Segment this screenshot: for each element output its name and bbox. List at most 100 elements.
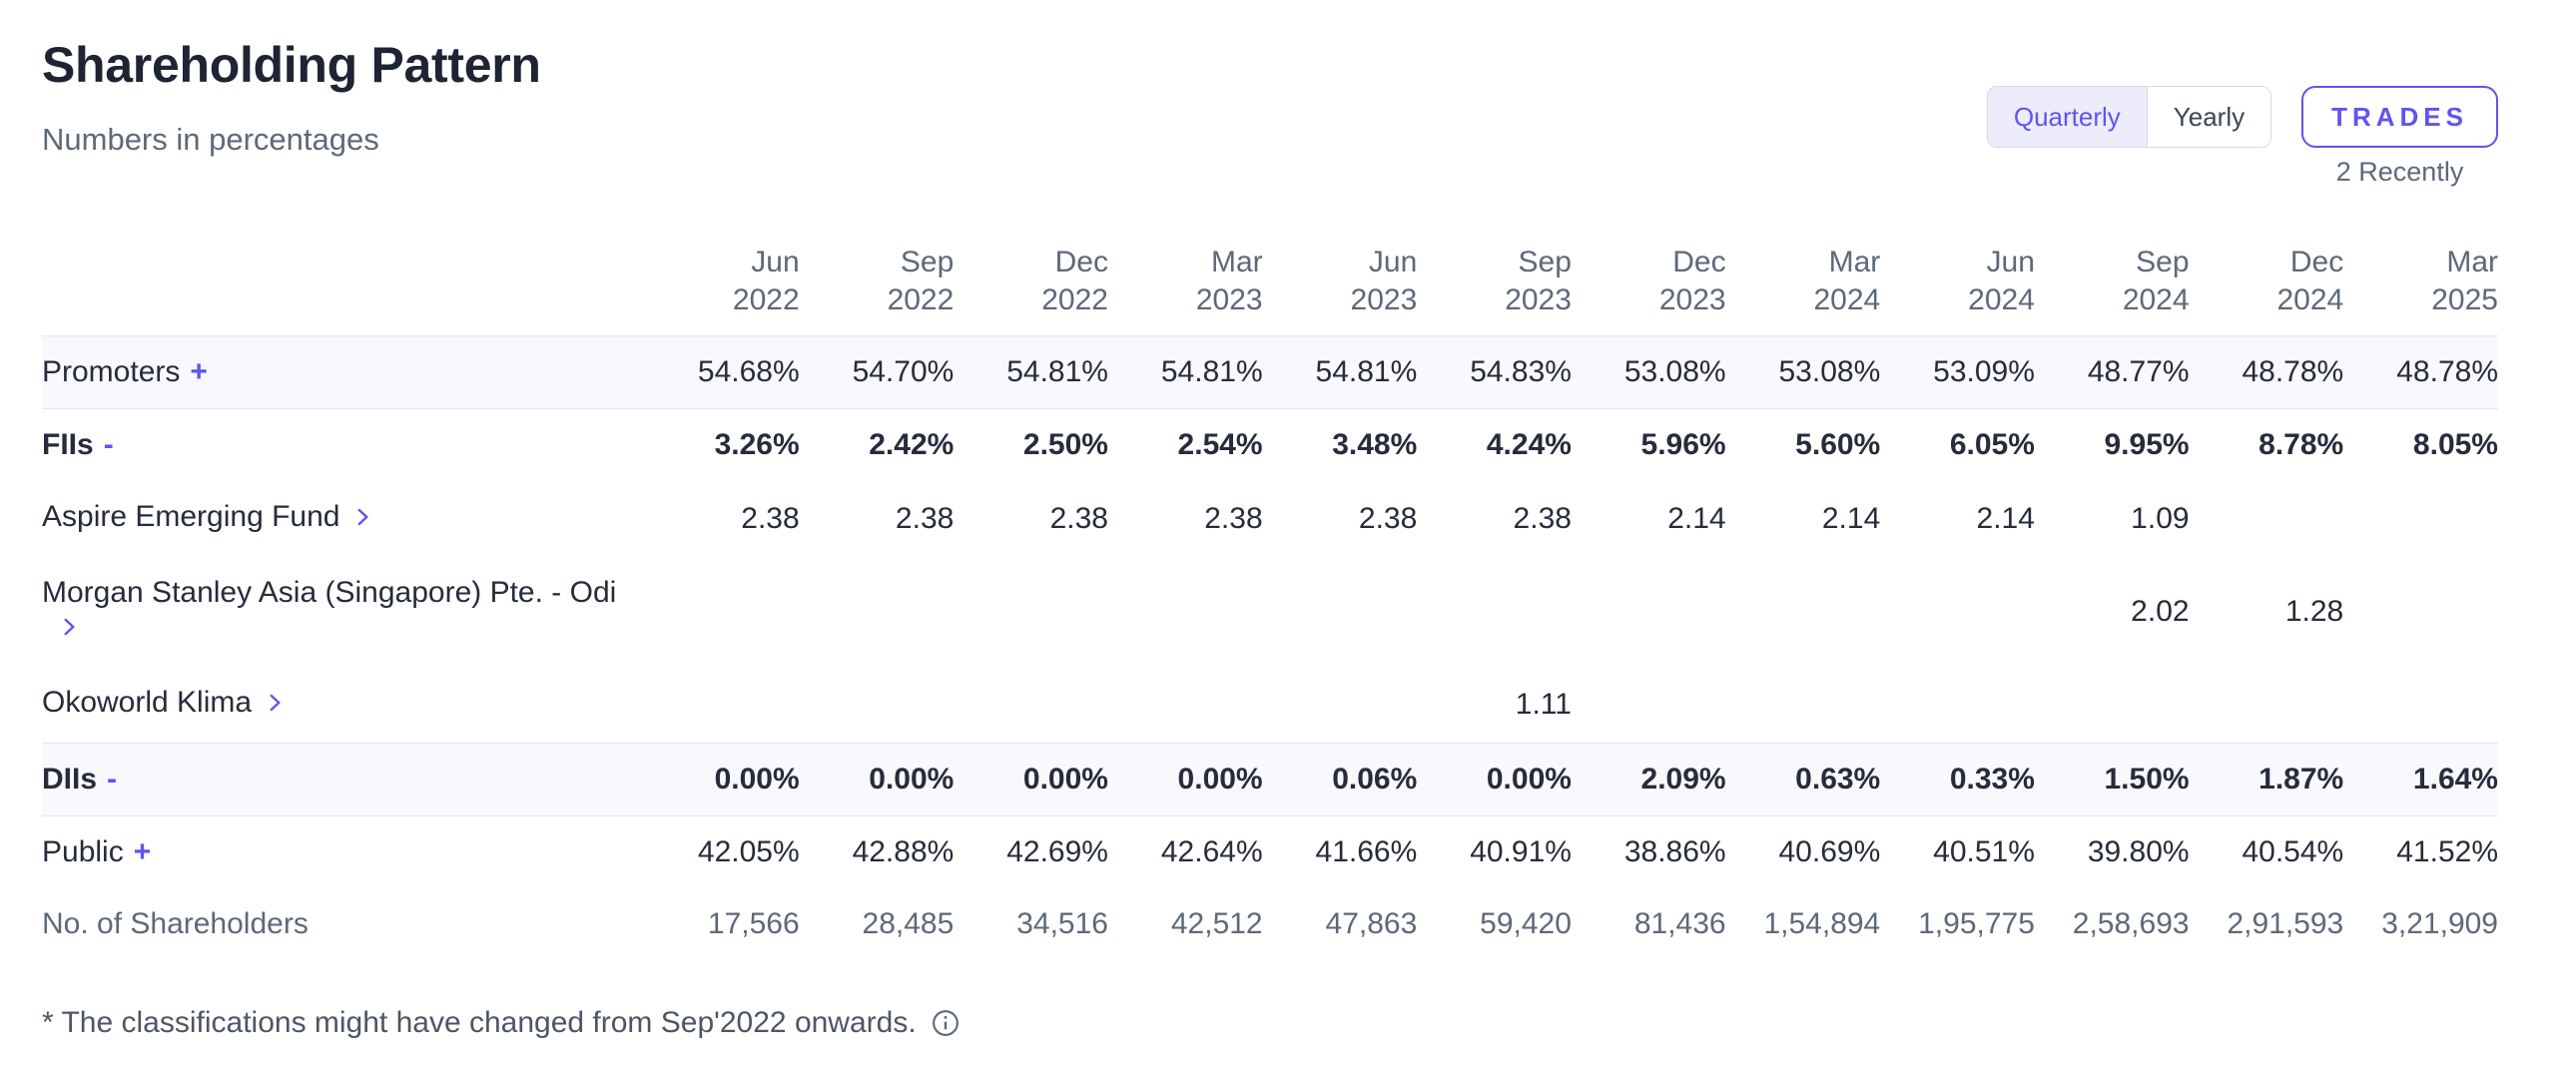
title-block: Shareholding Pattern Numbers in percenta… <box>42 36 541 158</box>
column-header-dec-2023: Dec 2023 <box>1571 244 1726 336</box>
value-cell: 48.78% <box>2396 355 2498 388</box>
value-cell <box>2343 667 2498 744</box>
value-cell: 2.50% <box>1022 428 1108 461</box>
header-controls: Quarterly Yearly TRADES 2 Recently <box>1986 86 2498 188</box>
trades-block: TRADES 2 Recently <box>2301 86 2498 188</box>
collapse-icon[interactable]: - <box>103 428 114 461</box>
column-year: 2022 <box>1041 283 1108 316</box>
column-year: 2024 <box>2276 283 2344 316</box>
chevron-right-icon[interactable] <box>349 504 375 538</box>
value-cell: 2.09% <box>1640 763 1726 796</box>
chevron-right-icon[interactable] <box>56 614 633 648</box>
value-cell <box>1417 557 1572 667</box>
column-month: Mar <box>1828 246 1881 278</box>
column-header-mar-2025: Mar 2025 <box>2343 244 2498 336</box>
table-row-morgan-stanley-asia-singapore-pte-odi: Morgan Stanley Asia (Singapore) Pte. - O… <box>42 557 2498 667</box>
column-year: 2024 <box>1813 283 1881 316</box>
value-cell: 48.78% <box>2242 355 2344 388</box>
page-title: Shareholding Pattern <box>42 37 541 93</box>
value-cell <box>1726 557 1881 667</box>
value-cell: 1.28 <box>2284 595 2344 628</box>
value-cell: 54.81% <box>1160 355 1263 388</box>
value-cell <box>954 667 1108 744</box>
shareholding-table: Jun 2022 Sep 2022 Dec 2022 Mar 2023 Jun 2023 Sep 20… <box>42 244 2498 960</box>
value-cell: 54.83% <box>1470 355 1572 388</box>
row-label-morgan-stanley-asia-singapore-pte-odi[interactable]: Morgan Stanley Asia (Singapore) Pte. - O… <box>42 576 633 648</box>
value-cell: 40.69% <box>1778 835 1881 868</box>
value-cell: 2.38 <box>1358 502 1418 535</box>
trades-button[interactable]: TRADES <box>2301 86 2498 148</box>
value-cell: 3,21,909 <box>2381 907 2498 940</box>
table-row-fiis: FIIs - 3.26% 2.42% 2.50% 2.54% 3.48% 4.24% 5.96%… <box>42 409 2498 482</box>
value-cell: 42.69% <box>1006 835 1108 868</box>
toggle-option-yearly[interactable]: Yearly <box>2146 87 2271 147</box>
value-cell: 41.52% <box>2396 835 2498 868</box>
expand-icon[interactable]: + <box>190 355 208 388</box>
value-cell: 8.78% <box>2258 428 2344 461</box>
value-cell: 53.08% <box>1623 355 1726 388</box>
table-header-row: Jun 2022 Sep 2022 Dec 2022 Mar 2023 Jun 2023 Sep 20… <box>42 244 2498 336</box>
value-cell <box>2035 667 2190 744</box>
row-label-aspire-emerging-fund[interactable]: Aspire Emerging Fund <box>42 500 375 533</box>
value-cell: 39.80% <box>2087 835 2190 868</box>
row-label-okoworld-klima[interactable]: Okoworld Klima <box>42 686 288 719</box>
value-cell <box>800 667 955 744</box>
column-month: Dec <box>1672 246 1726 278</box>
row-label-text: FIIs <box>42 428 94 461</box>
value-cell: 1,54,894 <box>1763 907 1881 940</box>
column-year: 2022 <box>732 283 800 316</box>
row-label-text: No. of Shareholders <box>42 907 309 940</box>
value-cell <box>1880 667 2035 744</box>
value-cell <box>954 557 1108 667</box>
column-month: Dec <box>1054 246 1108 278</box>
value-cell: 5.96% <box>1640 428 1726 461</box>
value-cell: 40.54% <box>2242 835 2344 868</box>
toggle-option-quarterly[interactable]: Quarterly <box>1987 87 2147 147</box>
value-cell <box>1726 667 1881 744</box>
column-header-dec-2024: Dec 2024 <box>2189 244 2344 336</box>
column-header-mar-2023: Mar 2023 <box>1107 244 1263 336</box>
chevron-right-icon[interactable] <box>262 690 288 724</box>
row-label-text: Public <box>42 835 124 868</box>
column-year: 2023 <box>1350 283 1418 316</box>
value-cell: 1.50% <box>2104 763 2190 796</box>
value-cell: 6.05% <box>1949 428 2035 461</box>
value-cell: 0.00% <box>1022 763 1108 796</box>
value-cell: 48.77% <box>2087 355 2190 388</box>
period-toggle: Quarterly Yearly <box>1986 86 2272 148</box>
value-cell <box>645 667 800 744</box>
info-icon[interactable] <box>931 1008 961 1038</box>
column-month: Mar <box>2446 246 2498 278</box>
row-label-diis[interactable]: DIIs - <box>42 763 117 796</box>
row-label-public[interactable]: Public + <box>42 835 151 868</box>
column-header-jun-2022: Jun 2022 <box>645 244 800 336</box>
value-cell <box>1880 557 2035 667</box>
column-header-jun-2023: Jun 2023 <box>1262 244 1418 336</box>
column-year: 2024 <box>1968 283 2035 316</box>
column-header-dec-2022: Dec 2022 <box>954 244 1108 336</box>
expand-icon[interactable]: + <box>133 835 152 868</box>
value-cell: 8.05% <box>2412 428 2498 461</box>
column-month: Dec <box>2289 246 2344 278</box>
column-header-sep-2022: Sep 2022 <box>799 244 955 336</box>
column-header-sep-2024: Sep 2024 <box>2034 244 2190 336</box>
value-cell: 2.38 <box>1204 502 1263 535</box>
value-cell: 54.81% <box>1315 355 1418 388</box>
value-cell: 42.05% <box>697 835 800 868</box>
row-label-fiis[interactable]: FIIs - <box>42 428 114 461</box>
table-row-okoworld-klima: Okoworld Klima 1.11 <box>42 667 2498 744</box>
table-row-diis: DIIs - 0.00% 0.00% 0.00% 0.00% 0.06% 0.00% 2.09%… <box>42 743 2498 816</box>
row-label-promoters[interactable]: Promoters + <box>42 355 208 388</box>
value-cell: 0.00% <box>1486 763 1572 796</box>
column-year: 2024 <box>2122 283 2190 316</box>
value-cell: 40.91% <box>1470 835 1572 868</box>
value-cell <box>2343 557 2498 667</box>
value-cell <box>800 557 955 667</box>
value-cell: 2.38 <box>741 502 800 535</box>
collapse-icon[interactable]: - <box>107 763 118 796</box>
value-cell: 5.60% <box>1795 428 1881 461</box>
value-cell: 54.68% <box>697 355 800 388</box>
value-cell: 2,91,593 <box>2227 907 2344 940</box>
trades-caption: 2 Recently <box>2335 157 2464 187</box>
column-month: Jun <box>751 246 800 278</box>
